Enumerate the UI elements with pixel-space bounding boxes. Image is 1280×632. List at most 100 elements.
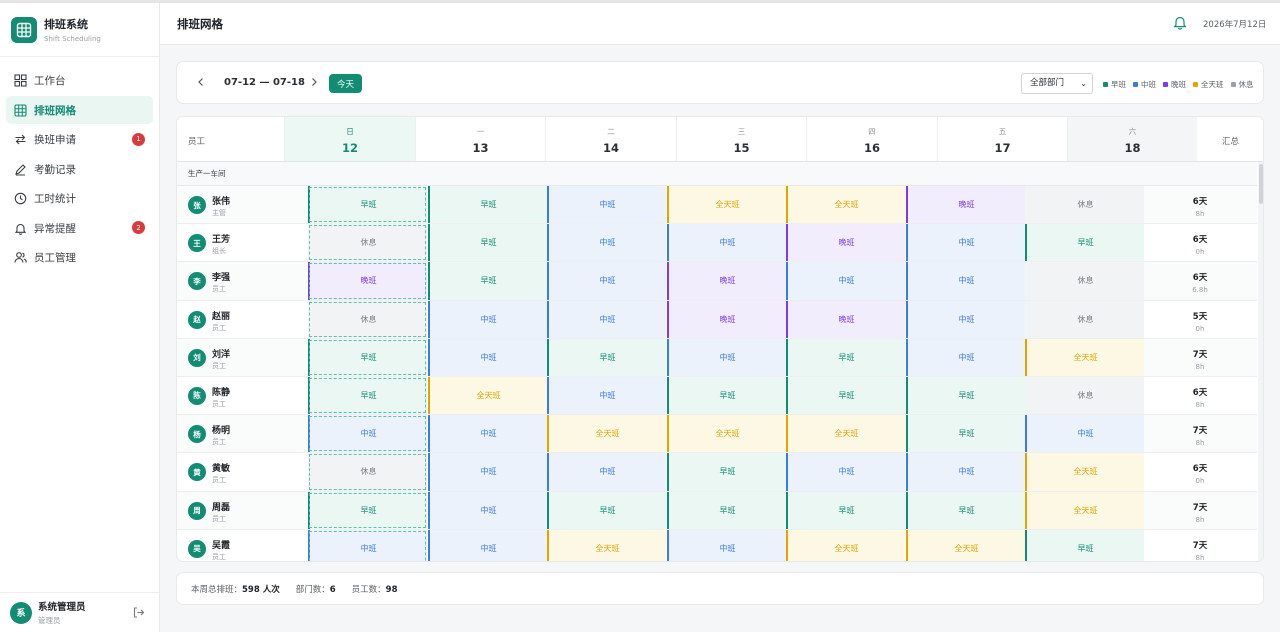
- shift-cell[interactable]: 晚班: [308, 262, 427, 300]
- shift-cell[interactable]: 全天班: [1025, 338, 1144, 376]
- shift-cell[interactable]: 早班: [906, 376, 1025, 415]
- employee-cell: 周周磊 员工: [177, 492, 308, 529]
- shift-cell[interactable]: 休息: [1025, 300, 1144, 338]
- sidebar-item-swap[interactable]: 换班申请 1: [6, 126, 153, 154]
- grid-scrollbar[interactable]: [1258, 162, 1263, 561]
- shift-cell[interactable]: 早班: [667, 376, 786, 415]
- shift-cell[interactable]: 全天班: [1025, 491, 1144, 529]
- employee-name: 陈静: [212, 387, 231, 398]
- legend-item: 全天班: [1193, 79, 1224, 90]
- shift-cell[interactable]: 中班: [906, 300, 1025, 338]
- chevron-left-icon: [198, 78, 203, 86]
- shift-cell[interactable]: 早班: [308, 186, 427, 224]
- shift-cell[interactable]: 全天班: [1025, 453, 1144, 491]
- shift-cell[interactable]: 早班: [667, 491, 786, 529]
- shift-cell[interactable]: 晚班: [906, 186, 1025, 224]
- shift-cell[interactable]: 早班: [1025, 529, 1144, 561]
- shift-cell[interactable]: 中班: [906, 262, 1025, 300]
- shift-cell[interactable]: 早班: [906, 415, 1025, 453]
- shift-cell[interactable]: 早班: [308, 376, 427, 415]
- today-button[interactable]: 今天: [329, 74, 362, 93]
- sidebar-item-pen[interactable]: 考勤记录: [6, 155, 153, 183]
- shift-cell[interactable]: 早班: [308, 491, 427, 529]
- shift-cell[interactable]: 早班: [547, 338, 666, 376]
- employee-avatar: 陈: [188, 386, 206, 405]
- shift-cell[interactable]: 早班: [667, 453, 786, 491]
- shift-cell[interactable]: 中班: [547, 453, 666, 491]
- shift-cell[interactable]: 中班: [906, 224, 1025, 262]
- employee-name: 刘洋: [212, 349, 231, 360]
- sidebar-item-dashboard[interactable]: 工作台: [6, 67, 153, 95]
- shift-cell[interactable]: 全天班: [667, 186, 786, 224]
- work-days: 6天: [1192, 464, 1208, 475]
- legend-item: 中班: [1133, 79, 1156, 90]
- work-hours: 8h: [1195, 515, 1205, 524]
- shift-cell[interactable]: 中班: [428, 300, 547, 338]
- shift-cell[interactable]: 休息: [308, 300, 427, 338]
- shift-cell[interactable]: 早班: [786, 376, 905, 415]
- shift-cell[interactable]: 中班: [547, 376, 666, 415]
- department-select[interactable]: 全部部门 ⌄: [1021, 73, 1093, 94]
- shift-cell[interactable]: 晚班: [786, 300, 905, 338]
- shift-cell[interactable]: 早班: [786, 338, 905, 376]
- prev-week-button[interactable]: [195, 76, 207, 88]
- shift-cell[interactable]: 全天班: [786, 529, 905, 561]
- shift-cell[interactable]: 中班: [308, 415, 427, 453]
- shift-cell[interactable]: 早班: [428, 224, 547, 262]
- shift-cell[interactable]: 中班: [1025, 415, 1144, 453]
- shift-cell[interactable]: 全天班: [547, 415, 666, 453]
- shift-cell[interactable]: 中班: [786, 453, 905, 491]
- legend-swatch: [1103, 82, 1108, 87]
- shift-cell[interactable]: 中班: [428, 491, 547, 529]
- shift-cell[interactable]: 中班: [667, 224, 786, 262]
- shift-cell[interactable]: 休息: [1025, 262, 1144, 300]
- shift-cell[interactable]: 中班: [547, 186, 666, 224]
- shift-cell[interactable]: 中班: [547, 300, 666, 338]
- shift-cell[interactable]: 中班: [547, 224, 666, 262]
- shift-cell[interactable]: 中班: [667, 529, 786, 561]
- logout-icon[interactable]: [132, 606, 145, 619]
- shift-cell[interactable]: 中班: [906, 453, 1025, 491]
- sidebar-item-clock[interactable]: 工时统计: [6, 185, 153, 213]
- shift-cell[interactable]: 全天班: [786, 415, 905, 453]
- shift-cell[interactable]: 早班: [308, 338, 427, 376]
- page-header: 排班网格 2026年7月12日: [160, 3, 1280, 45]
- shift-cell[interactable]: 全天班: [547, 529, 666, 561]
- work-days: 5天: [1192, 311, 1208, 322]
- shift-cell[interactable]: 中班: [906, 338, 1025, 376]
- shift-cell[interactable]: 全天班: [667, 415, 786, 453]
- next-week-button[interactable]: [308, 76, 320, 88]
- shift-cell[interactable]: 晚班: [667, 262, 786, 300]
- employee-avatar: 张: [188, 196, 206, 214]
- shift-cell[interactable]: 中班: [547, 262, 666, 300]
- shift-cell[interactable]: 全天班: [906, 529, 1025, 561]
- summary-cell: 6天 6.8h: [1143, 262, 1257, 299]
- shift-cell[interactable]: 中班: [667, 338, 786, 376]
- shift-cell[interactable]: 中班: [428, 453, 547, 491]
- shift-cell[interactable]: 早班: [786, 491, 905, 529]
- shift-cell[interactable]: 晚班: [667, 300, 786, 338]
- shift-cell[interactable]: 中班: [428, 415, 547, 453]
- shift-cell[interactable]: 全天班: [786, 186, 905, 224]
- shift-cell[interactable]: 早班: [428, 186, 547, 224]
- shift-cell[interactable]: 中班: [428, 338, 547, 376]
- scrollbar-thumb[interactable]: [1259, 164, 1263, 204]
- shift-cell[interactable]: 休息: [308, 453, 427, 491]
- shift-cell[interactable]: 早班: [1025, 224, 1144, 262]
- sidebar-item-users[interactable]: 员工管理: [6, 244, 153, 272]
- shift-cell[interactable]: 休息: [1025, 186, 1144, 224]
- shift-cell[interactable]: 晚班: [786, 224, 905, 262]
- sidebar-item-bell[interactable]: 异常提醒 2: [6, 214, 153, 242]
- sidebar-item-grid[interactable]: 排班网格: [6, 96, 153, 124]
- shift-cell[interactable]: 早班: [428, 262, 547, 300]
- shift-cell[interactable]: 休息: [308, 224, 427, 262]
- shift-cell[interactable]: 休息: [1025, 376, 1144, 415]
- shift-cell[interactable]: 中班: [428, 529, 547, 561]
- shift-cell[interactable]: 全天班: [428, 376, 547, 415]
- shift-cell[interactable]: 中班: [308, 529, 427, 561]
- shift-cell[interactable]: 中班: [786, 262, 905, 300]
- shift-cell[interactable]: 早班: [547, 491, 666, 529]
- notification-bell-icon[interactable]: [1173, 15, 1187, 30]
- shift-cell[interactable]: 早班: [906, 491, 1025, 529]
- table-row: 杨杨明 员工 中班 中班 全天班 全天班 全天班 早班 中班 7天 8h: [177, 415, 1257, 454]
